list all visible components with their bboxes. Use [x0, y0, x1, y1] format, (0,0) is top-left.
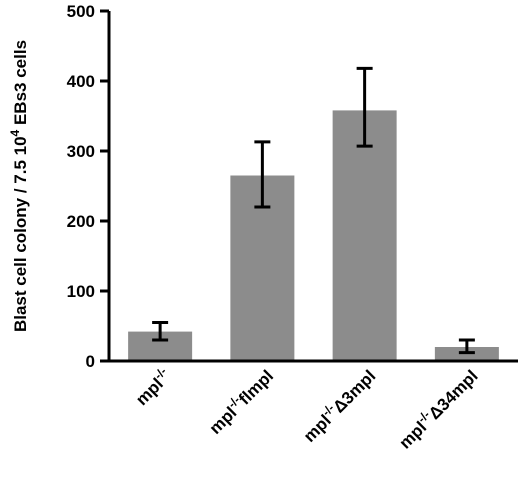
x-tick-label-0: mpl-/- — [130, 364, 175, 409]
y-tick-label-1: 100 — [67, 282, 95, 301]
bars-group — [128, 110, 499, 362]
y-tick-label-3: 300 — [67, 142, 95, 161]
y-tick-label-2: 200 — [67, 212, 95, 231]
x-tick-label-3: mpl-/-Δ34mpl — [393, 364, 481, 452]
y-ticks-group: 0 100 200 300 400 500 — [67, 2, 109, 371]
error-bar-1 — [254, 140, 271, 209]
y-axis-label: Blast cell colony / 7.5 104 EBs3 cells — [8, 40, 30, 332]
error-bar-2 — [356, 66, 373, 148]
y-tick-label-4: 400 — [67, 72, 95, 91]
x-tick-label-2: mpl-/-Δ3mpl — [298, 364, 380, 446]
y-tick-label-5: 500 — [67, 2, 95, 21]
error-bar-0 — [152, 321, 169, 342]
bar-2 — [332, 110, 397, 362]
x-tick-label-1: mpl-/-flmpl — [204, 364, 278, 438]
error-bar-3 — [458, 338, 475, 355]
y-tick-label-0: 0 — [86, 352, 95, 371]
error-bars-group — [152, 66, 475, 355]
